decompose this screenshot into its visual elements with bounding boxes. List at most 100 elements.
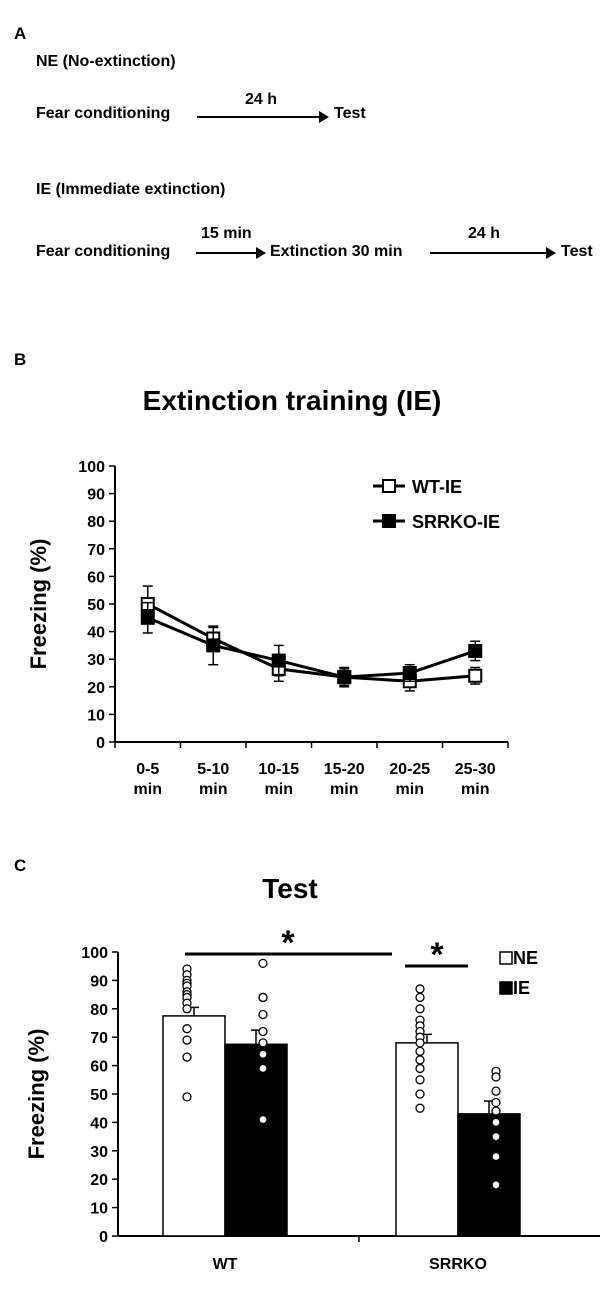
datapoint-IE bbox=[491, 1106, 501, 1116]
legend-WT-IE-marker bbox=[382, 479, 396, 493]
datapoint-NE bbox=[415, 1055, 425, 1065]
significance-star-wt-srrko: * bbox=[281, 924, 295, 962]
chart-b-xtick-label: 5-10 bbox=[197, 761, 229, 778]
ie-arrow-1 bbox=[196, 247, 266, 259]
datapoint-IE bbox=[491, 1072, 501, 1082]
ne-step-fear-conditioning: Fear conditioning bbox=[36, 105, 171, 122]
datapoint-IE bbox=[491, 1180, 501, 1190]
chart-b-ytick-label: 80 bbox=[87, 514, 105, 531]
chart-c-title: Test bbox=[262, 873, 318, 904]
datapoint-IE bbox=[491, 1151, 501, 1162]
chart-b-xtick-label: min bbox=[396, 781, 424, 798]
chart-c-ytick-label: 70 bbox=[90, 1030, 108, 1047]
chart-b-ytick-label: 60 bbox=[87, 569, 105, 586]
ie-step-fear-conditioning: Fear conditioning bbox=[36, 243, 171, 260]
datapoint-IE bbox=[258, 1063, 268, 1074]
chart-b-ytick-label: 90 bbox=[87, 487, 105, 504]
datapoint-NE bbox=[182, 1004, 192, 1014]
series-SRRKO-IE-point bbox=[140, 610, 155, 625]
series-SRRKO-IE-point bbox=[337, 670, 352, 685]
datapoint-NE bbox=[182, 1052, 192, 1062]
chart-b-ytick-label: 20 bbox=[87, 680, 105, 697]
extinction-line-chart: Extinction training (IE) Freezing (%) 0 10 2… bbox=[26, 385, 509, 798]
series-WT-IE-point bbox=[468, 668, 483, 683]
chart-c-ytick-label: 100 bbox=[81, 945, 108, 962]
panel-c-letter: C bbox=[14, 856, 27, 875]
ie-arrow-2 bbox=[430, 247, 556, 259]
chart-b-ytick-label: 100 bbox=[78, 459, 105, 476]
legend-NE-swatch bbox=[499, 951, 513, 965]
chart-b-ytick-label: 0 bbox=[96, 735, 105, 752]
datapoint-IE bbox=[258, 958, 268, 969]
chart-b-xtick-label: min bbox=[461, 781, 489, 798]
chart-b-ylabel: Freezing (%) bbox=[26, 539, 51, 670]
chart-c-ytick-label: 80 bbox=[90, 1002, 108, 1019]
legend-SRRKO-IE-label: SRRKO-IE bbox=[412, 512, 500, 532]
datapoint-IE bbox=[258, 992, 268, 1003]
chart-c-ytick-label: 20 bbox=[90, 1172, 108, 1189]
chart-c-xtick-label: WT bbox=[213, 1256, 238, 1273]
chart-c-ytick-label: 60 bbox=[90, 1059, 108, 1076]
chart-b-xtick-label: 25-30 bbox=[455, 761, 496, 778]
chart-b-xtick-label: min bbox=[265, 781, 293, 798]
chart-b-xtick-label: min bbox=[199, 781, 227, 798]
bar-IE-WT bbox=[224, 1043, 288, 1237]
legend-SRRKO-IE-marker bbox=[382, 514, 396, 528]
datapoint-NE bbox=[415, 1046, 425, 1057]
datapoint-IE bbox=[491, 1131, 501, 1142]
datapoint-IE bbox=[258, 1049, 268, 1059]
datapoint-IE bbox=[258, 1026, 268, 1037]
chart-b-xtick-label: min bbox=[330, 781, 358, 798]
ie-step-test: Test bbox=[561, 243, 593, 260]
legend-IE-label: IE bbox=[513, 978, 530, 998]
chart-b-ytick-label: 40 bbox=[87, 625, 105, 642]
panel-a-letter: A bbox=[14, 24, 27, 43]
legend-NE-label: NE bbox=[513, 948, 538, 968]
datapoint-IE bbox=[491, 1086, 501, 1096]
chart-c-ylabel: Freezing (%) bbox=[24, 1029, 49, 1160]
significance-star-srrko: * bbox=[430, 936, 444, 974]
panel-b-letter: B bbox=[14, 350, 27, 369]
datapoint-IE bbox=[258, 1009, 268, 1020]
datapoint-NE bbox=[415, 1075, 425, 1085]
chart-c-xtick-label: SRRKO bbox=[429, 1256, 487, 1273]
chart-c-ytick-label: 50 bbox=[90, 1087, 108, 1104]
series-WT-IE-line bbox=[147, 602, 476, 683]
bar-NE-WT bbox=[162, 1015, 226, 1237]
datapoint-NE bbox=[415, 992, 425, 1003]
bar-NE-SRRKO bbox=[395, 1042, 459, 1237]
datapoint-IE bbox=[258, 1038, 268, 1048]
chart-b-xtick-label: 0-5 bbox=[136, 761, 159, 778]
chart-c-ytick-label: 30 bbox=[90, 1144, 108, 1161]
series-SRRKO-IE-point bbox=[271, 653, 286, 668]
chart-c-ytick-label: 40 bbox=[90, 1115, 108, 1132]
datapoint-NE bbox=[415, 1103, 425, 1113]
chart-b-xtick-label: 20-25 bbox=[389, 761, 430, 778]
datapoint-NE bbox=[182, 1035, 192, 1045]
series-SRRKO-IE-point bbox=[468, 643, 483, 658]
chart-b-title: Extinction training (IE) bbox=[143, 385, 442, 416]
datapoint-NE bbox=[415, 1038, 425, 1048]
chart-b-xtick-label: 15-20 bbox=[324, 761, 365, 778]
datapoint-NE bbox=[415, 984, 425, 994]
chart-b-xtick-label: 10-15 bbox=[258, 761, 299, 778]
ne-arrow bbox=[197, 111, 329, 123]
chart-c-ytick-label: 0 bbox=[99, 1229, 108, 1246]
chart-b-ytick-label: 50 bbox=[87, 597, 105, 614]
series-SRRKO-IE-line bbox=[147, 616, 476, 679]
test-bar-chart: Test Freezing (%) 0 10 20 30 40 50 60 70 80 90 100 WT… bbox=[24, 873, 600, 1273]
chart-b-ytick-label: 10 bbox=[87, 707, 105, 724]
datapoint-IE bbox=[491, 1117, 501, 1128]
series-SRRKO-IE-point bbox=[206, 638, 221, 653]
legend-IE-swatch bbox=[499, 981, 513, 995]
ie-delay1-label: 15 min bbox=[201, 225, 252, 242]
series-SRRKO-IE-point bbox=[402, 666, 417, 680]
chart-b-ytick-label: 30 bbox=[87, 652, 105, 669]
bar-IE-SRRKO bbox=[457, 1113, 521, 1237]
ie-title: IE (Immediate extinction) bbox=[36, 181, 226, 198]
datapoint-NE bbox=[182, 1092, 192, 1102]
ne-delay-label: 24 h bbox=[245, 91, 278, 108]
chart-c-ytick-label: 90 bbox=[90, 973, 108, 990]
ie-step-extinction: Extinction 30 min bbox=[270, 243, 403, 260]
datapoint-IE bbox=[258, 1114, 268, 1125]
